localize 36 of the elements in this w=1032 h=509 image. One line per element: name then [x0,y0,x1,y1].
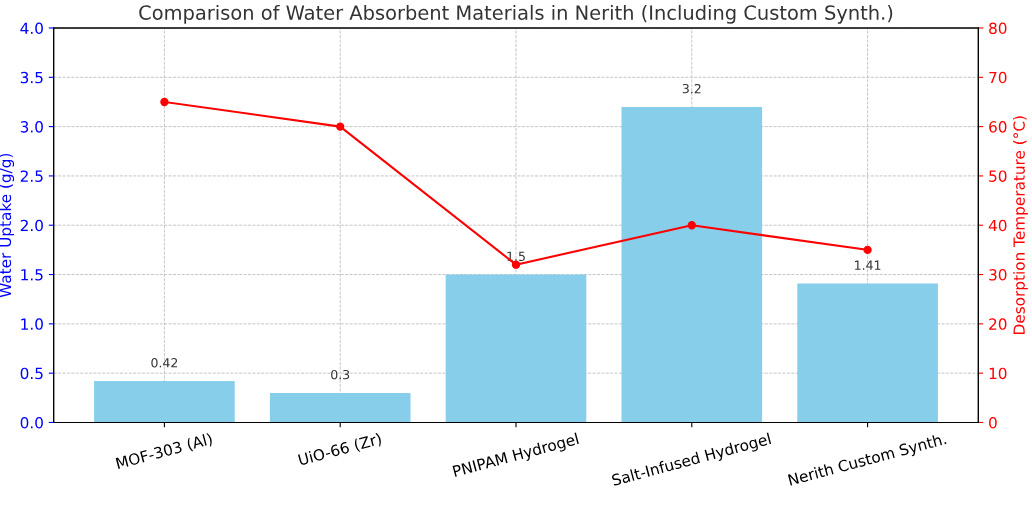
chart-title: Comparison of Water Absorbent Materials in Nerith (Including Custom Synth.) [139,4,893,24]
bar [94,381,235,423]
x-tick-label: Nerith Custom Synth. [787,432,948,489]
y-tick-label: 3.0 [20,121,43,133]
point [863,245,872,255]
bar [621,106,763,423]
y2-tick-label: 0 [989,416,997,429]
y2-tick-label: 70 [989,71,1007,84]
y2-tick-label: 10 [989,367,1007,380]
y2-axis-title: Desorption Temperature (°C) [1013,116,1028,334]
point [160,97,169,107]
y2-tick-label: 20 [989,318,1007,330]
y-tick-label: 2.0 [20,219,43,232]
bar [269,392,411,423]
y2-tick-label: 80 [989,22,1007,35]
y-tick-label: 0.5 [20,367,43,380]
data-label: 3.2 [682,83,701,94]
data-label: 0.3 [331,369,350,380]
y-tick-label: 1.0 [21,318,43,330]
data-label: 0.42 [151,358,178,368]
y-tick-label: 1.5 [21,269,43,281]
point [687,221,696,230]
y-tick-label: 2.5 [20,170,43,182]
y-tick-label: 4.0 [20,22,43,35]
y2-tick-label: 50 [989,170,1007,182]
point [336,122,345,131]
bar [445,274,587,423]
y-tick-label: 0.0 [20,416,43,429]
x-tick-label: UiO-66 (Zr) [297,432,383,468]
y2-tick-label: 30 [989,269,1007,281]
bar [797,283,938,423]
y-tick-label: 3.5 [20,71,43,84]
y2-tick-label: 40 [988,219,1007,232]
data-label: 1.41 [855,260,881,270]
y-axis-title: Water Uptake (g/g) [0,153,15,298]
y2-tick-label: 60 [989,121,1007,133]
